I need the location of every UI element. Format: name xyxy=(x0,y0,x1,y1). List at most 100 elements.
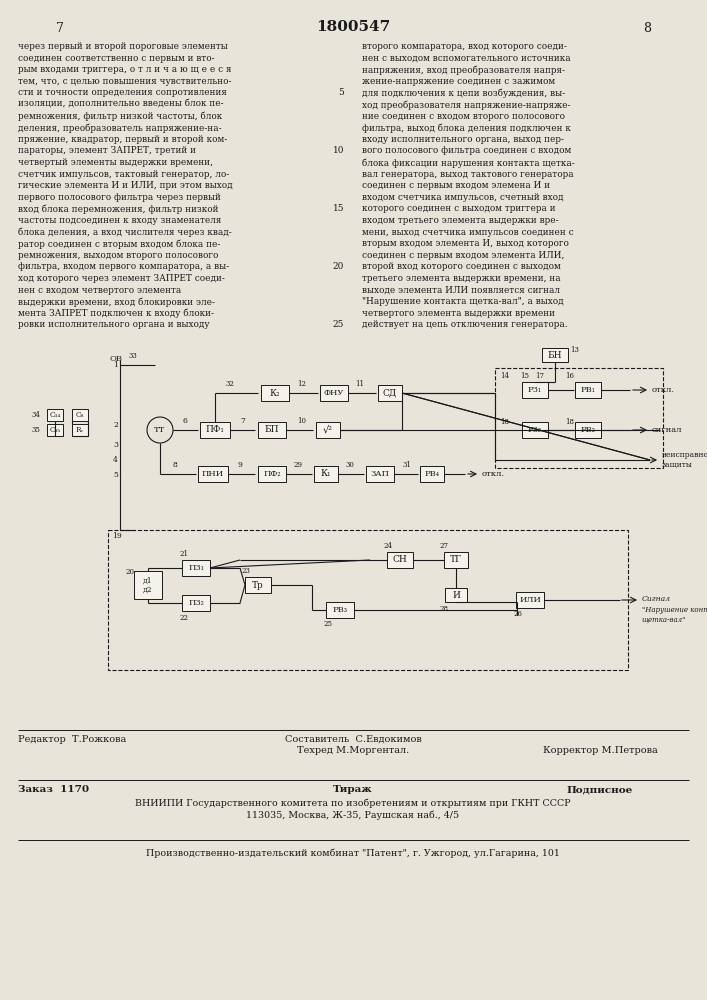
Text: C₃₅: C₃₅ xyxy=(49,426,61,434)
Text: фильтра, выход блока деления подключен к: фильтра, выход блока деления подключен к xyxy=(362,123,571,133)
Text: 25: 25 xyxy=(332,320,344,329)
Text: 19: 19 xyxy=(112,532,122,540)
Bar xyxy=(320,385,348,401)
Text: 5: 5 xyxy=(338,88,344,97)
Text: ЗАП: ЗАП xyxy=(370,470,390,478)
Text: через первый и второй пороговые элементы: через первый и второй пороговые элементы xyxy=(18,42,228,51)
Text: ремножения, выходом второго полосового: ремножения, выходом второго полосового xyxy=(18,251,218,260)
Text: К₁: К₁ xyxy=(321,470,332,479)
Text: К₂: К₂ xyxy=(269,388,280,397)
Text: СД: СД xyxy=(383,388,397,397)
Text: счетчик импульсов, тактовый генератор, ло-: счетчик импульсов, тактовый генератор, л… xyxy=(18,170,229,179)
Text: Производственно-издательский комбинат "Патент", г. Ужгород, ул.Гагарина, 101: Производственно-издательский комбинат "П… xyxy=(146,848,560,857)
Text: ТГ: ТГ xyxy=(450,556,462,564)
Text: РЗ₁: РЗ₁ xyxy=(528,386,542,394)
Text: 24: 24 xyxy=(383,542,392,550)
Text: ратор соединен с вторым входом блока пе-: ратор соединен с вторым входом блока пе- xyxy=(18,239,221,249)
Text: гические элемента И и ИЛИ, при этом выход: гические элемента И и ИЛИ, при этом выхо… xyxy=(18,181,233,190)
Text: C₈: C₈ xyxy=(76,411,84,419)
Text: четвертого элемента выдержки времени: четвертого элемента выдержки времени xyxy=(362,309,555,318)
Text: вторым входом элемента И, выход которого: вторым входом элемента И, выход которого xyxy=(362,239,569,248)
Text: РВ₁: РВ₁ xyxy=(580,386,595,394)
Text: ровки исполнительного органа и выходу: ровки исполнительного органа и выходу xyxy=(18,320,209,329)
Text: нен с выходом вспомогательного источника: нен с выходом вспомогательного источника xyxy=(362,54,571,63)
Text: 20: 20 xyxy=(125,568,134,576)
Text: щетка-вал": щетка-вал" xyxy=(642,616,686,624)
Text: Тираж: Тираж xyxy=(333,785,373,794)
Text: вого полосового фильтра соединен с входом: вого полосового фильтра соединен с входо… xyxy=(362,146,571,155)
Bar xyxy=(444,552,468,568)
Bar xyxy=(316,422,340,438)
Text: 18: 18 xyxy=(500,418,509,426)
Bar xyxy=(575,422,601,438)
Text: Подписное: Подписное xyxy=(567,785,633,794)
Text: ФНУ: ФНУ xyxy=(324,389,344,397)
Text: блока фиксации нарушения контакта щетка-: блока фиксации нарушения контакта щетка- xyxy=(362,158,575,167)
Text: 29: 29 xyxy=(293,461,303,469)
Text: 10: 10 xyxy=(332,146,344,155)
Text: пряжение, квадратор, первый и второй ком-: пряжение, квадратор, первый и второй ком… xyxy=(18,135,227,144)
Text: 15: 15 xyxy=(332,204,344,213)
Text: 7: 7 xyxy=(56,22,64,35)
Text: параторы, элемент ЗАПРЕТ, третий и: параторы, элемент ЗАПРЕТ, третий и xyxy=(18,146,196,155)
Text: 35: 35 xyxy=(31,426,40,434)
Text: 3: 3 xyxy=(113,441,118,449)
Text: 21: 21 xyxy=(180,550,189,558)
Text: 10: 10 xyxy=(298,417,307,425)
Text: 4: 4 xyxy=(113,456,118,464)
Text: рым входами триггера, о т л и ч а ю щ е е с я: рым входами триггера, о т л и ч а ю щ е … xyxy=(18,65,231,74)
Text: 28: 28 xyxy=(440,605,448,613)
Text: СН: СН xyxy=(392,556,407,564)
Text: ПФ₂: ПФ₂ xyxy=(263,470,281,478)
Text: ТТ: ТТ xyxy=(154,426,165,434)
Bar xyxy=(108,530,628,670)
Text: входом счетчика импульсов, счетный вход: входом счетчика импульсов, счетный вход xyxy=(362,193,563,202)
Text: ПНИ: ПНИ xyxy=(202,470,224,478)
Text: тем, что, с целью повышения чувствительно-: тем, что, с целью повышения чувствительн… xyxy=(18,77,231,86)
Text: входом третьего элемента выдержки вре-: входом третьего элемента выдержки вре- xyxy=(362,216,559,225)
Text: 30: 30 xyxy=(346,461,354,469)
Bar xyxy=(366,466,394,482)
Text: 34: 34 xyxy=(31,411,40,419)
Bar xyxy=(258,422,286,438)
Text: соединен с первым входом элемента ИЛИ,: соединен с первым входом элемента ИЛИ, xyxy=(362,251,564,260)
Text: вход блока перемножения, фильтр низкой: вход блока перемножения, фильтр низкой xyxy=(18,204,218,214)
Text: для подключения к цепи возбуждения, вы-: для подключения к цепи возбуждения, вы- xyxy=(362,88,565,98)
Text: 32: 32 xyxy=(226,380,235,388)
Text: И: И xyxy=(452,590,460,599)
Text: которого соединен с выходом триггера и: которого соединен с выходом триггера и xyxy=(362,204,556,213)
Text: ремножения, фильтр низкой частоты, блок: ремножения, фильтр низкой частоты, блок xyxy=(18,112,222,121)
Text: мента ЗАПРЕТ подключен к входу блоки-: мента ЗАПРЕТ подключен к входу блоки- xyxy=(18,309,214,318)
Text: выдержки времени, вход блокировки эле-: выдержки времени, вход блокировки эле- xyxy=(18,297,215,307)
Bar xyxy=(445,588,467,602)
Text: 1800547: 1800547 xyxy=(316,20,390,34)
Text: 16: 16 xyxy=(566,372,575,380)
Bar xyxy=(326,602,354,618)
Text: 7: 7 xyxy=(240,417,245,425)
Text: Заказ  1170: Заказ 1170 xyxy=(18,785,89,794)
Text: неисправность
защиты: неисправность защиты xyxy=(662,451,707,469)
Text: мени, выход счетчика импульсов соединен с: мени, выход счетчика импульсов соединен … xyxy=(362,228,573,237)
Text: 13: 13 xyxy=(570,346,579,354)
Text: частоты подсоединен к входу знаменателя: частоты подсоединен к входу знаменателя xyxy=(18,216,221,225)
Text: БП: БП xyxy=(264,426,279,434)
Text: 25: 25 xyxy=(324,620,332,628)
Text: деления, преобразователь напряжение-на-: деления, преобразователь напряжение-на- xyxy=(18,123,221,133)
Text: третьего элемента выдержки времени, на: третьего элемента выдержки времени, на xyxy=(362,274,561,283)
Text: 12: 12 xyxy=(298,380,307,388)
Bar xyxy=(387,552,413,568)
Text: 22: 22 xyxy=(180,614,189,622)
Text: Корректор М.Петрова: Корректор М.Петрова xyxy=(543,746,658,755)
Text: соединен соответственно с первым и вто-: соединен соответственно с первым и вто- xyxy=(18,54,215,63)
Text: нен с входом четвертого элемента: нен с входом четвертого элемента xyxy=(18,286,181,295)
Bar xyxy=(542,348,568,362)
Text: четвертый элементы выдержки времени,: четвертый элементы выдержки времени, xyxy=(18,158,213,167)
Text: ПФ₁: ПФ₁ xyxy=(206,426,224,434)
Bar xyxy=(182,595,210,611)
Bar xyxy=(495,368,663,468)
Text: Составитель  С.Евдокимов: Составитель С.Евдокимов xyxy=(285,735,421,744)
Bar xyxy=(72,409,88,421)
Bar xyxy=(516,592,544,608)
Text: 2: 2 xyxy=(113,421,118,429)
Text: Тр: Тр xyxy=(252,580,264,589)
